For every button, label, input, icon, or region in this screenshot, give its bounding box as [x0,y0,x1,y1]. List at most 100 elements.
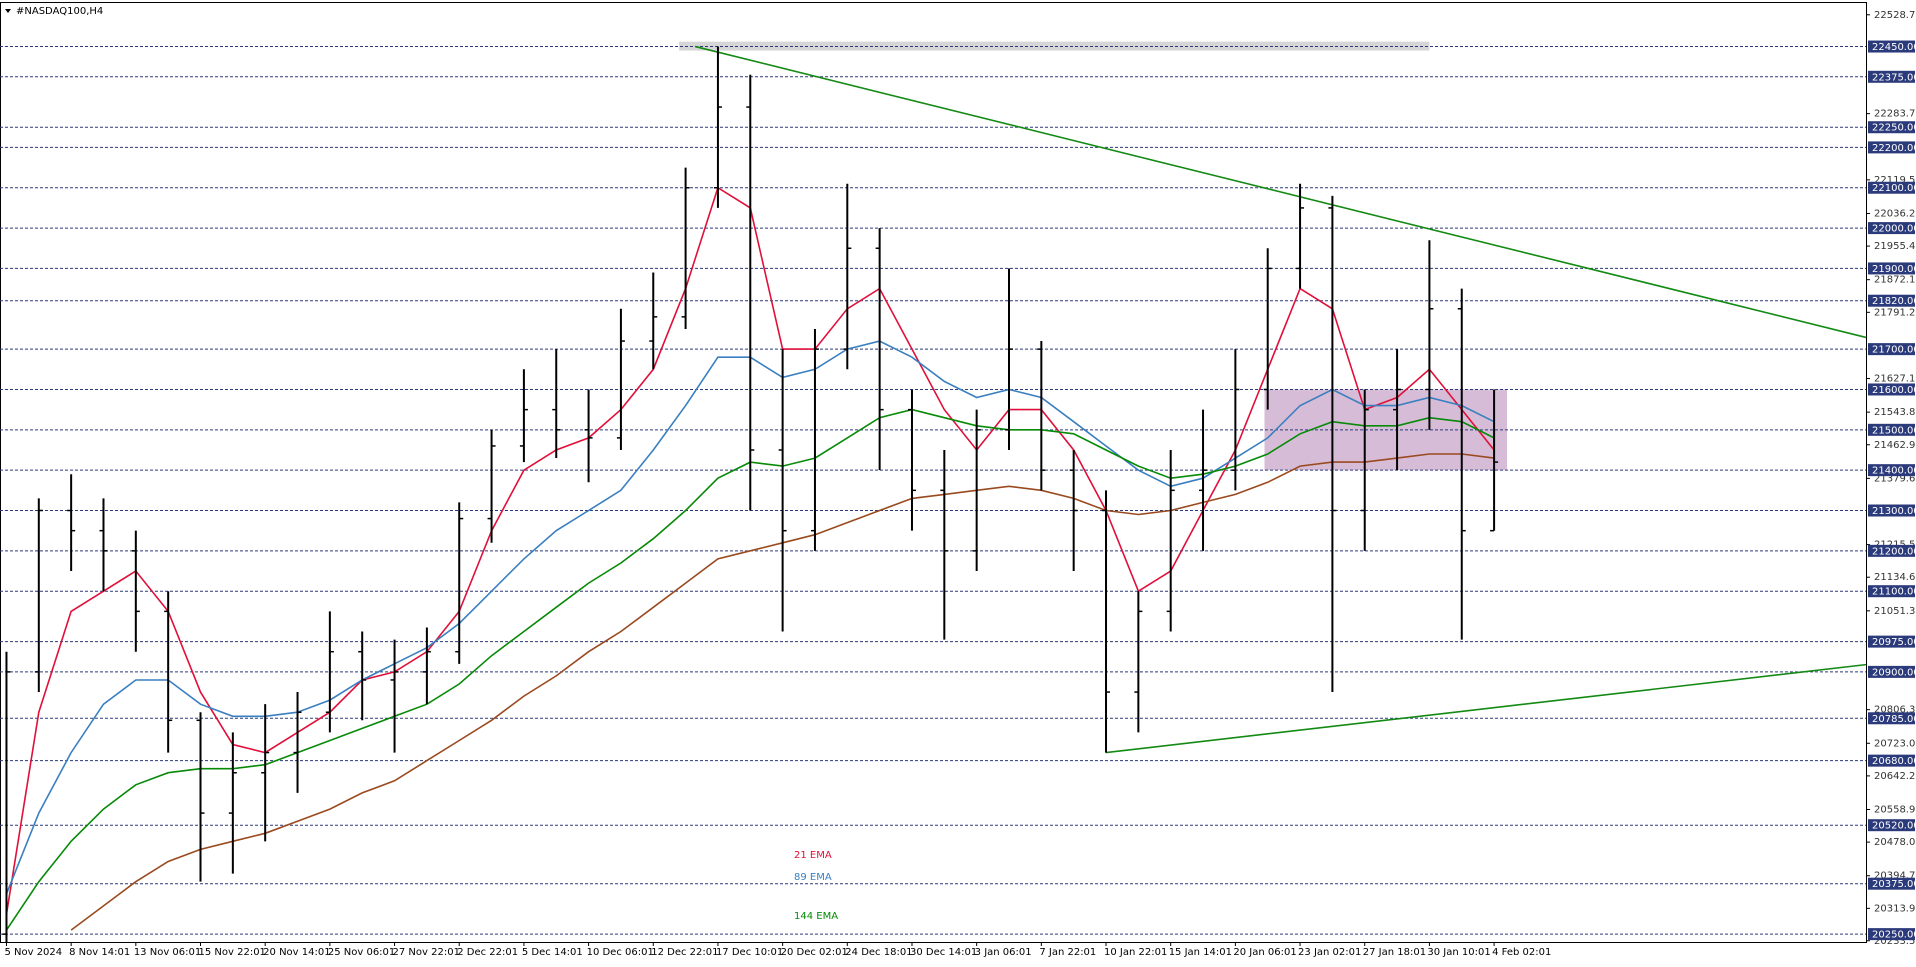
y-tick-label: 20642.20 [1874,771,1916,782]
level-label-box [1868,383,1915,396]
level-label: 22250.00 [1872,123,1916,134]
level-label-box [1868,121,1915,134]
level-label: 20975.00 [1872,637,1916,648]
x-tick-label: 10 Jan 22:01 [1104,947,1167,958]
level-label-box [1868,877,1915,890]
level-label-box [1868,343,1915,356]
level-label: 20520.00 [1872,821,1916,832]
level-label: 21900.00 [1872,264,1916,275]
level-label-box [1868,464,1915,477]
x-tick-label: 20 Nov 14:01 [263,947,330,958]
x-tick-label: 5 Dec 14:01 [522,947,583,958]
legend-label: 89 EMA [794,872,832,883]
level-label-box [1868,928,1915,941]
level-label: 22375.00 [1872,72,1916,83]
level-label: 21100.00 [1872,587,1916,598]
level-label: 21700.00 [1872,345,1916,356]
level-label: 21600.00 [1872,385,1916,396]
level-label: 22200.00 [1872,143,1916,154]
level-label: 21400.00 [1872,466,1916,477]
level-label: 20900.00 [1872,667,1916,678]
x-tick-label: 15 Nov 22:01 [199,947,266,958]
level-label-box [1868,635,1915,648]
y-tick-label: 20806.35 [1874,705,1916,716]
x-tick-label: 17 Dec 10:01 [716,947,783,958]
level-label: 21500.00 [1872,425,1916,436]
level-label: 21200.00 [1872,546,1916,557]
level-label-box [1868,262,1915,275]
y-tick-label: 22283.70 [1874,109,1916,120]
level-label-box [1868,70,1915,83]
level-label-box [1868,40,1915,53]
x-tick-label: 25 Nov 06:01 [328,947,395,958]
level-label-box [1868,141,1915,154]
trendline [1105,663,1867,754]
x-tick-label: 4 Feb 02:01 [1492,947,1551,958]
level-label-box [1868,294,1915,307]
level-label: 20375.00 [1872,879,1916,890]
x-tick-label: 24 Dec 18:01 [845,947,912,958]
y-tick-label: 21051.35 [1874,606,1916,617]
level-label-box [1868,665,1915,678]
level-label: 21300.00 [1872,506,1916,517]
trendline [695,45,1867,339]
y-tick-label: 22528.70 [1874,10,1916,21]
x-tick-label: 30 Dec 14:01 [910,947,977,958]
level-label-box [1868,544,1915,557]
level-label-box [1868,181,1915,194]
x-tick-label: 20 Dec 02:01 [781,947,848,958]
chart-title: #NASDAQ100,H4 [16,6,103,17]
y-tick-label: 21791.25 [1874,307,1916,318]
symbol-menu-arrow[interactable] [5,9,11,13]
y-tick-label: 21134.65 [1874,572,1916,583]
x-tick-label: 27 Nov 22:01 [393,947,460,958]
level-label: 21820.00 [1872,296,1916,307]
y-tick-label: 20558.90 [1874,804,1916,815]
y-tick-label: 21627.10 [1874,374,1916,385]
y-tick-label: 20313.90 [1874,903,1916,914]
level-label: 22000.00 [1872,224,1916,235]
level-label-box [1868,504,1915,517]
x-tick-label: 30 Jan 10:01 [1427,947,1490,958]
level-label: 20250.00 [1872,930,1916,941]
y-tick-label: 21543.80 [1874,407,1916,418]
y-tick-label: 22119.55 [1874,175,1916,186]
level-label: 20785.00 [1872,714,1916,725]
y-tick-label: 20478.05 [1874,837,1916,848]
y-tick-label: 21872.10 [1874,275,1916,286]
level-label-box [1868,222,1915,235]
level-label-box [1868,585,1915,598]
y-tick-label: 22036.25 [1874,208,1916,219]
y-tick-label: 20723.05 [1874,738,1916,749]
x-tick-label: 8 Nov 14:01 [69,947,130,958]
y-tick-label: 21379.65 [1874,473,1916,484]
x-tick-label: 10 Dec 06:01 [587,947,654,958]
legend-label: 144 EMA [794,911,838,922]
level-label: 20680.00 [1872,756,1916,767]
level-label: 22450.00 [1872,42,1916,53]
x-tick-label: 2 Dec 22:01 [457,947,518,958]
level-label: 22100.00 [1872,183,1916,194]
x-tick-label: 12 Dec 22:01 [651,947,718,958]
x-tick-label: 23 Jan 02:01 [1298,947,1361,958]
legend-label: 21 EMA [794,850,832,861]
x-tick-label: 3 Jan 06:01 [975,947,1032,958]
level-label-box [1868,423,1915,436]
y-tick-label: 21462.95 [1874,440,1916,451]
plot-frame [0,2,1867,943]
zone [679,41,1430,51]
level-label-box [1868,712,1915,725]
x-tick-label: 13 Nov 06:01 [134,947,201,958]
y-tick-label: 21955.40 [1874,241,1916,252]
y-tick-label: 20233.55 [1874,936,1916,947]
x-tick-label: 27 Jan 18:01 [1363,947,1426,958]
x-tick-label: 7 Jan 22:01 [1039,947,1096,958]
x-tick-label: 5 Nov 2024 [4,947,62,958]
x-tick-label: 20 Jan 06:01 [1233,947,1296,958]
level-label-box [1868,819,1915,832]
level-label-box [1868,754,1915,767]
x-tick-label: 15 Jan 14:01 [1169,947,1232,958]
